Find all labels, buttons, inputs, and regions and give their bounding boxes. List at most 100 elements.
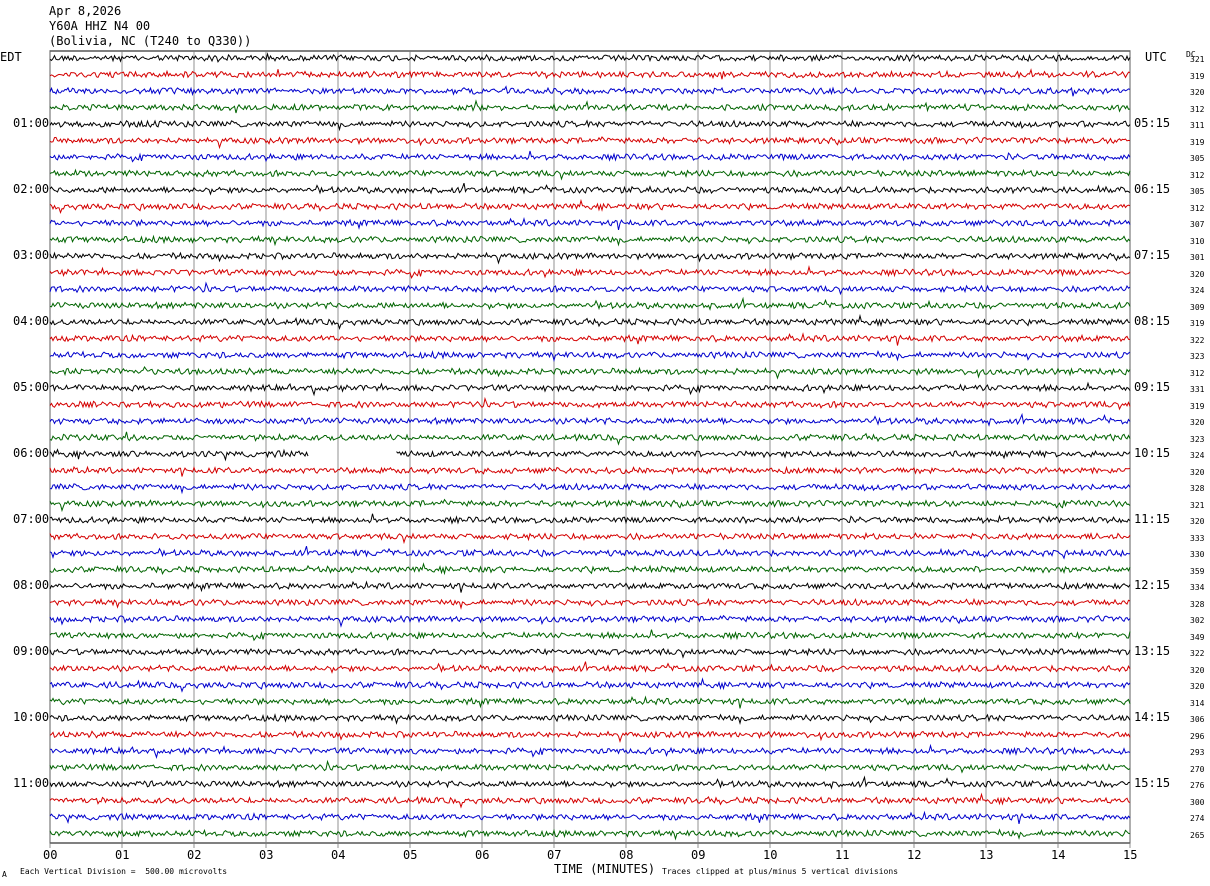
dc-offset-value: 320 <box>1190 88 1205 97</box>
x-tick-label: 05 <box>403 848 418 862</box>
seismic-trace <box>49 562 1131 576</box>
dc-offset-value: 359 <box>1190 566 1205 576</box>
seismic-trace <box>49 182 1131 196</box>
seismic-trace <box>49 68 1131 80</box>
dc-offset-value: 319 <box>1190 137 1205 147</box>
seismic-trace <box>49 448 1131 462</box>
dc-offset-value: 324 <box>1190 286 1205 295</box>
dc-offset-value: 307 <box>1190 220 1205 229</box>
dc-offset-value: 312 <box>1190 104 1205 114</box>
seismic-trace <box>49 546 1131 560</box>
seismic-trace <box>49 661 1131 674</box>
seismic-trace <box>49 531 1131 545</box>
seismic-trace <box>49 713 1131 725</box>
seismic-trace <box>49 431 1131 446</box>
left-hour-label: 06:00 <box>13 446 50 460</box>
grid-layer <box>49 50 1131 848</box>
dc-offset-value: 319 <box>1190 71 1205 81</box>
dc-offset-value: 309 <box>1190 302 1205 312</box>
seismic-trace <box>49 465 1131 477</box>
left-timezone-label: EDT <box>0 50 22 64</box>
header-location: (Bolivia, NC (T240 to Q330)) <box>49 34 252 48</box>
seismic-trace <box>49 513 1131 525</box>
seismic-trace <box>49 498 1131 513</box>
dc-offset-value: 305 <box>1190 154 1205 163</box>
seismic-trace <box>49 482 1131 495</box>
seismic-trace <box>49 313 1131 331</box>
x-tick-label: 03 <box>259 848 274 862</box>
right-hour-label: 13:15 <box>1134 644 1171 658</box>
dc-offset-value: 274 <box>1190 814 1205 823</box>
seismic-trace <box>49 119 1131 132</box>
dc-offset-value: 331 <box>1190 385 1205 394</box>
left-hour-label: 08:00 <box>13 578 50 592</box>
left-hour-label: 07:00 <box>13 512 50 526</box>
seismic-trace <box>49 396 1131 411</box>
seismic-trace <box>49 614 1131 628</box>
dc-offset-value: 320 <box>1190 269 1205 279</box>
dc-offset-value: 333 <box>1190 533 1205 543</box>
seismic-trace <box>49 810 1131 825</box>
left-hour-label: 09:00 <box>13 644 50 658</box>
x-tick-label: 02 <box>187 848 202 862</box>
right-hour-label: 11:15 <box>1134 512 1171 526</box>
footer-scale-note: Each Vertical Division = 500.00 microvol… <box>20 867 228 876</box>
dc-offset-value: 265 <box>1190 830 1205 840</box>
seismic-trace <box>49 198 1131 214</box>
right-hour-label: 09:15 <box>1134 380 1171 394</box>
right-hour-label: 14:15 <box>1134 710 1171 724</box>
dc-offset-value: 314 <box>1190 698 1205 708</box>
x-tick-label: 11 <box>835 848 850 862</box>
right-timezone-label: UTC <box>1145 50 1167 64</box>
x-tick-label: 10 <box>763 848 778 862</box>
right-hour-label: 07:15 <box>1134 248 1171 262</box>
seismic-trace <box>49 150 1131 163</box>
seismic-trace <box>49 281 1131 296</box>
header-station: Y60A HHZ N4 00 <box>49 19 151 33</box>
dc-offset-value: 319 <box>1190 319 1205 328</box>
left-hour-label: 02:00 <box>13 182 50 196</box>
seismic-trace <box>49 759 1131 774</box>
seismic-trace <box>49 251 1131 265</box>
x-tick-label: 13 <box>979 848 994 862</box>
left-hour-label: 11:00 <box>13 776 50 790</box>
seismic-trace <box>49 597 1131 610</box>
dc-offset-value: 349 <box>1190 632 1205 642</box>
seismic-trace <box>49 743 1131 760</box>
dc-offset-value: 301 <box>1190 253 1205 262</box>
dc-offset-value: 328 <box>1190 484 1205 493</box>
dc-offset-value: 312 <box>1190 368 1205 378</box>
footer-clip-note: Traces clipped at plus/minus 5 vertical … <box>662 867 899 876</box>
seismic-trace <box>49 647 1131 659</box>
x-tick-label: 00 <box>43 848 58 862</box>
header-date: Apr 8,2026 <box>49 4 122 18</box>
dc-offset-value: 321 <box>1190 500 1205 510</box>
dc-offset-value: 276 <box>1190 781 1205 790</box>
left-hour-label: 01:00 <box>13 116 50 130</box>
seismic-trace <box>49 349 1131 363</box>
right-hour-label: 05:15 <box>1134 116 1171 130</box>
right-hour-label: 12:15 <box>1134 578 1171 592</box>
dc-offset-value: 330 <box>1190 550 1205 559</box>
seismic-trace <box>49 629 1131 642</box>
seismic-trace <box>49 136 1131 150</box>
seismic-trace <box>49 52 1131 63</box>
seismic-trace <box>49 775 1131 790</box>
right-hour-label: 08:15 <box>1134 314 1171 328</box>
seismic-trace <box>49 381 1131 397</box>
trace-layer <box>49 52 1131 841</box>
seismic-trace <box>49 792 1131 809</box>
x-tick-label: 06 <box>475 848 490 862</box>
seismic-trace <box>49 412 1131 427</box>
x-tick-label: 09 <box>691 848 706 862</box>
dc-offset-value: 320 <box>1190 682 1205 691</box>
x-tick-label: 01 <box>115 848 130 862</box>
dc-offset-value: 322 <box>1190 335 1205 345</box>
seismic-trace <box>49 677 1131 693</box>
left-hour-label: 04:00 <box>13 314 50 328</box>
right-hour-label: 10:15 <box>1134 446 1171 460</box>
dc-offset-value: 293 <box>1190 748 1205 757</box>
dc-offset-value: 334 <box>1190 583 1205 592</box>
seismic-trace <box>49 580 1131 593</box>
